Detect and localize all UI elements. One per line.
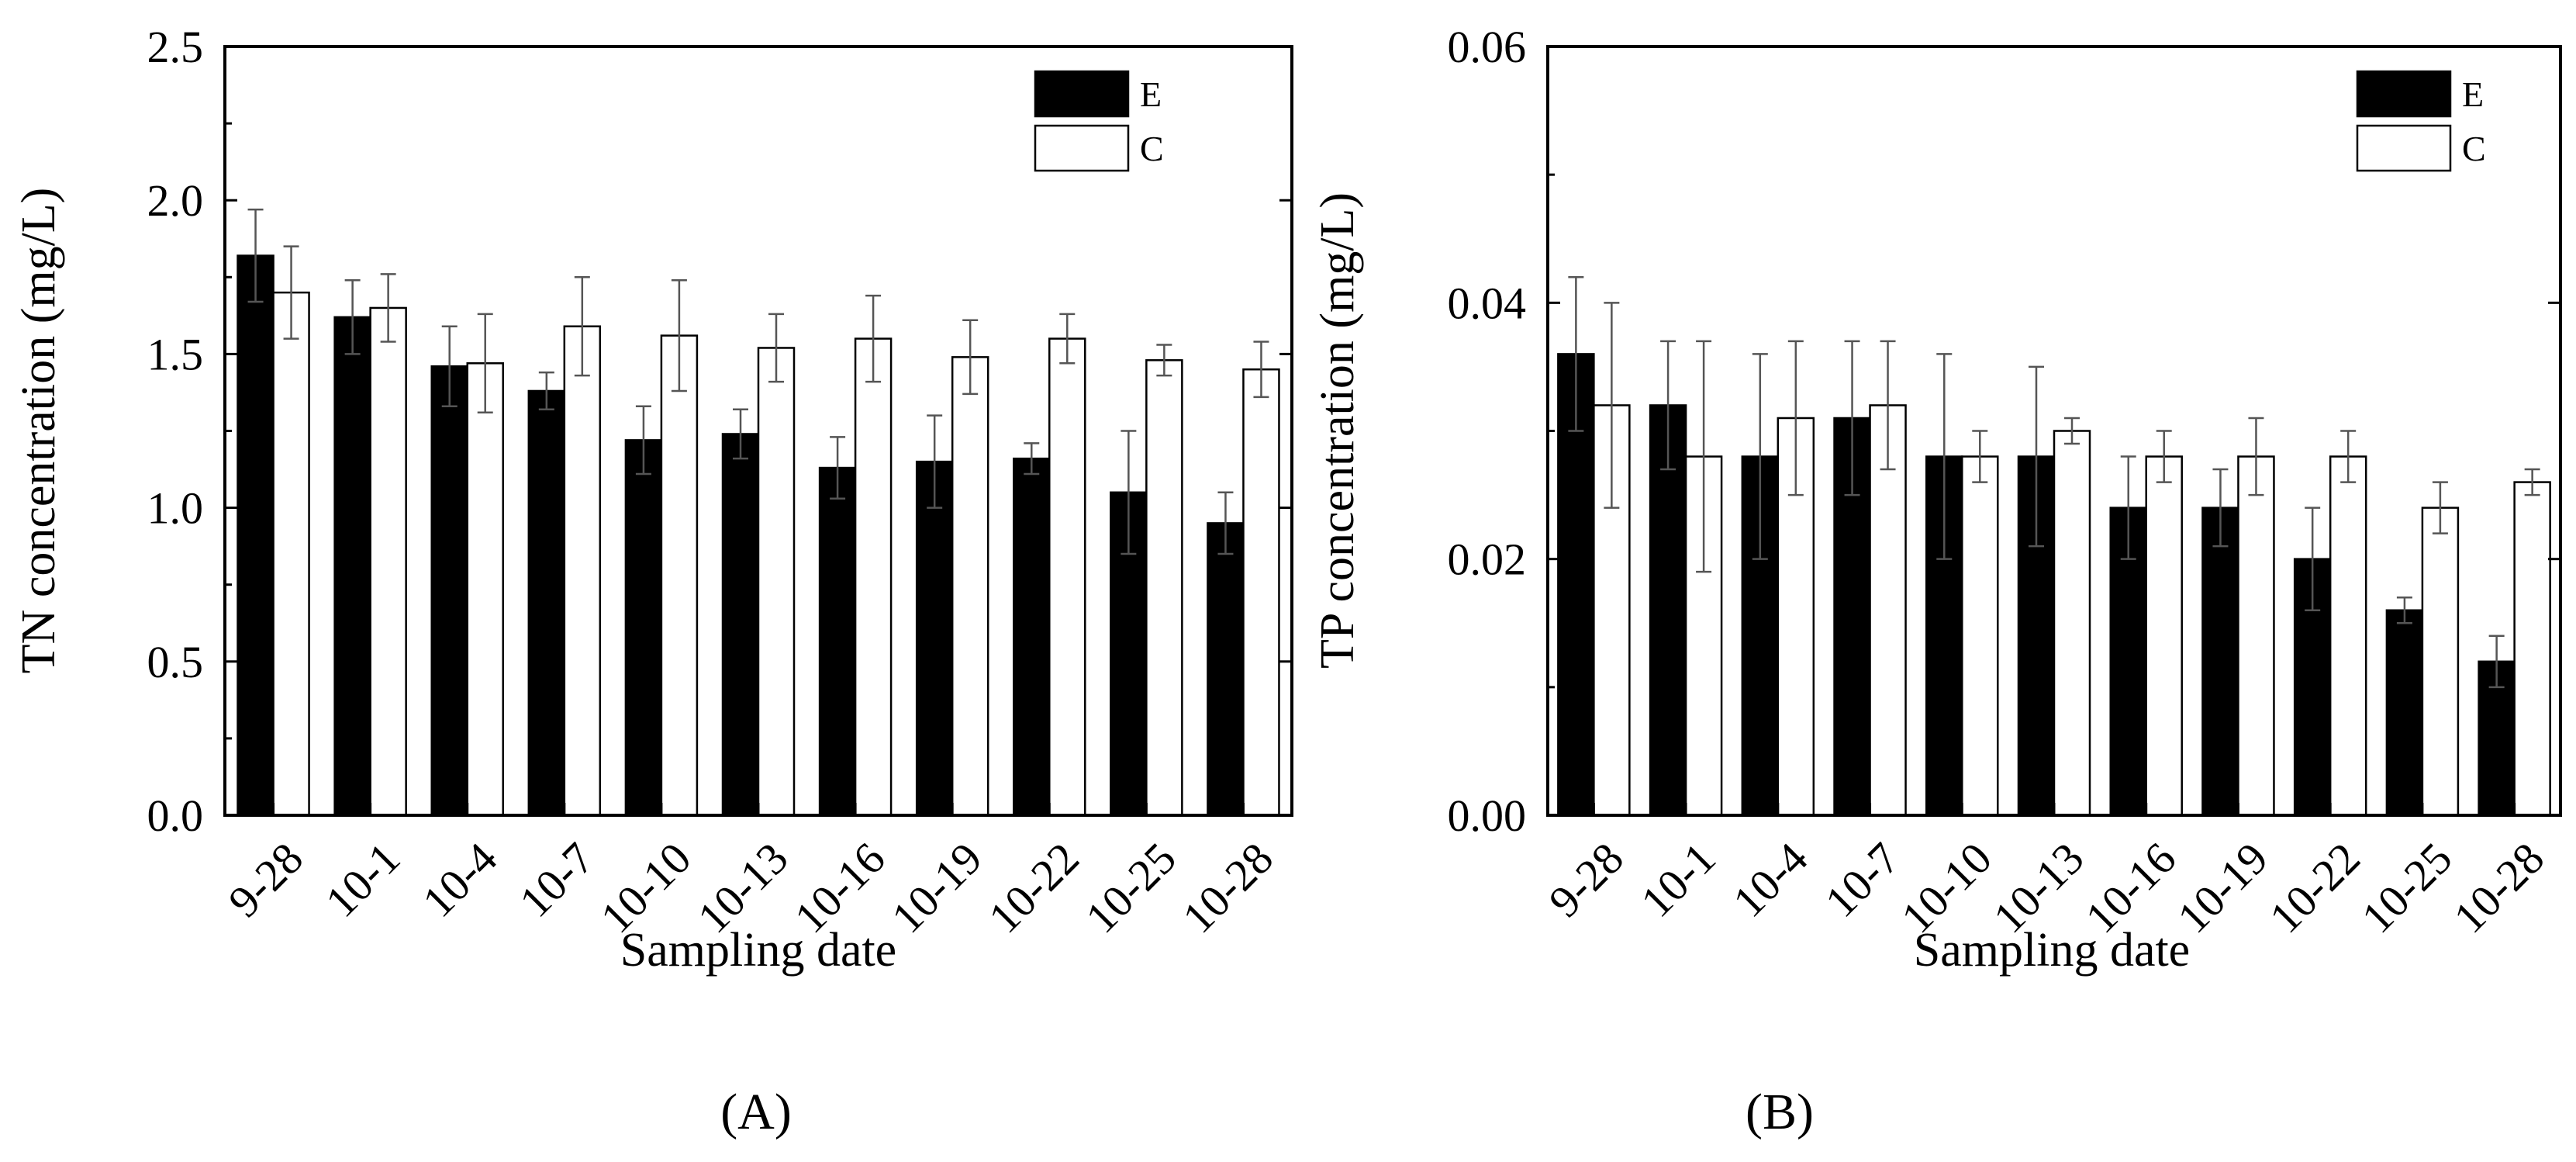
panel-b-x-axis-title: Sampling date (1914, 924, 2190, 977)
panel-b-y-tick-label: 0.00 (1448, 790, 1527, 841)
legend-label-c: C (2462, 129, 2486, 168)
bar-e-10-25 (2385, 609, 2424, 817)
legend-label-c: C (1140, 129, 1164, 168)
bar-c-10-19 (2237, 455, 2275, 817)
bar-e-10-1 (333, 316, 371, 817)
legend-label-e: E (1140, 74, 1162, 114)
bar-e-10-19 (915, 460, 954, 817)
bar-c-10-4 (466, 362, 504, 817)
bar-e-10-13 (721, 433, 760, 817)
bar-e-10-10 (624, 439, 663, 817)
panel-b-tp-chart: 0.000.020.040.06 9-2810-110-410-710-1010… (1311, 22, 2562, 1140)
panel-a-y-tick-label: 0.0 (147, 790, 204, 841)
panel-a-bars (237, 254, 1280, 817)
bar-c-10-13 (757, 347, 796, 817)
bar-e-10-4 (430, 365, 468, 817)
panel-a-y-tick-label: 0.5 (147, 637, 204, 687)
bar-c-10-1 (369, 306, 407, 817)
panel-a-x-tick-label: 10-22 (979, 833, 1089, 943)
panel-b-x-tick-label: 9-28 (1539, 833, 1633, 927)
bar-e-10-22 (1013, 457, 1051, 817)
panel-a-error-bars (247, 208, 1269, 555)
bar-c-10-16 (2145, 455, 2183, 817)
bar-e-10-1 (1649, 404, 1687, 817)
bar-c-10-25 (1145, 359, 1183, 817)
panel-a-x-tick-label: 10-7 (509, 833, 603, 927)
panel-b-x-tick-label: 10-28 (2444, 833, 2554, 943)
panel-b-x-tick-label: 10-25 (2352, 833, 2462, 943)
panel-b-x-tick-label: 10-22 (2260, 833, 2370, 943)
panel-a-x-tick-label: 10-28 (1172, 833, 1283, 943)
bar-c-10-25 (2421, 507, 2460, 817)
panel-b-y-axis: 0.00 0.02 0.04 0.06 (1448, 22, 2560, 841)
bar-c-10-13 (2053, 430, 2091, 817)
legend-swatch-c (1034, 124, 1130, 172)
panel-a-x-tick-label: 10-1 (316, 833, 409, 927)
bar-e-10-7 (527, 389, 566, 817)
bar-c-10-16 (854, 337, 893, 817)
panel-a-x-tick-label: 9-28 (219, 833, 313, 927)
legend-swatch-e (2356, 70, 2452, 118)
bar-c-10-7 (563, 325, 602, 817)
panel-a-y-axis-title: TN concentration (mg/L) (12, 188, 65, 674)
panel-b-label: (B) (1746, 1084, 1814, 1140)
bar-e-10-16 (818, 466, 857, 817)
bar-c-10-22 (1048, 337, 1086, 817)
panel-b-x-tick-label: 10-1 (1632, 833, 1725, 927)
bar-c-10-10 (1961, 455, 1999, 817)
legend-swatch-e (1034, 70, 1130, 118)
bar-c-10-28 (2513, 481, 2551, 817)
panel-a-y-axis: 0.0 0.5 1.0 1.5 2.0 2.5 (147, 22, 1292, 841)
panel-a-y-tick-label: 2.5 (147, 22, 204, 72)
panel-a-x-axis-title: Sampling date (620, 924, 896, 977)
panel-b-x-tick-label: 10-7 (1815, 833, 1909, 927)
panel-a-x-tick-label: 10-4 (413, 833, 506, 927)
bar-e-9-28 (237, 254, 275, 817)
panel-a-legend: EC (1034, 70, 1164, 172)
legend-label-e: E (2462, 74, 2484, 114)
panel-a-x-tick-label: 10-25 (1076, 833, 1186, 943)
panel-a-x-axis: 9-28 10-1 10-4 10-710-1010-1310-1610-1910-2… (219, 803, 1283, 942)
bar-c-9-28 (272, 291, 310, 817)
legend-swatch-c (2356, 124, 2452, 172)
bar-c-10-28 (1242, 368, 1280, 817)
panel-a-x-tick-label: 10-19 (882, 833, 992, 943)
bar-c-10-22 (2329, 455, 2367, 817)
bar-c-10-19 (951, 356, 989, 817)
panel-b-y-tick-label: 0.02 (1448, 534, 1527, 585)
panel-b-y-tick-label: 0.04 (1448, 278, 1527, 328)
bar-e-10-19 (2201, 507, 2239, 817)
panel-a-label: (A) (720, 1084, 792, 1140)
panel-a-y-tick-label: 1.5 (147, 329, 204, 379)
panel-b-x-axis: 9-2810-110-410-710-1010-1310-1610-1910-2… (1539, 803, 2554, 942)
bar-c-10-10 (660, 334, 699, 817)
bar-e-10-28 (1207, 522, 1245, 817)
panel-b-y-axis-title: TP concentration (mg/L) (1311, 192, 1364, 669)
panel-a-tn-chart: 0.00.51.01.52.02.5 9-28 10-1 10-4 10-710-10… (12, 22, 1293, 1140)
panel-b-legend: EC (2356, 70, 2486, 172)
panel-b-x-tick-label: 10-4 (1723, 833, 1817, 927)
panel-b-y-tick-label: 0.06 (1448, 22, 1527, 72)
panel-a-y-tick-label: 1.0 (147, 483, 204, 534)
panel-b-error-bars (1568, 276, 2540, 689)
panel-a-y-tick-label: 2.0 (147, 175, 204, 226)
panel-b-bars (1557, 353, 2551, 817)
